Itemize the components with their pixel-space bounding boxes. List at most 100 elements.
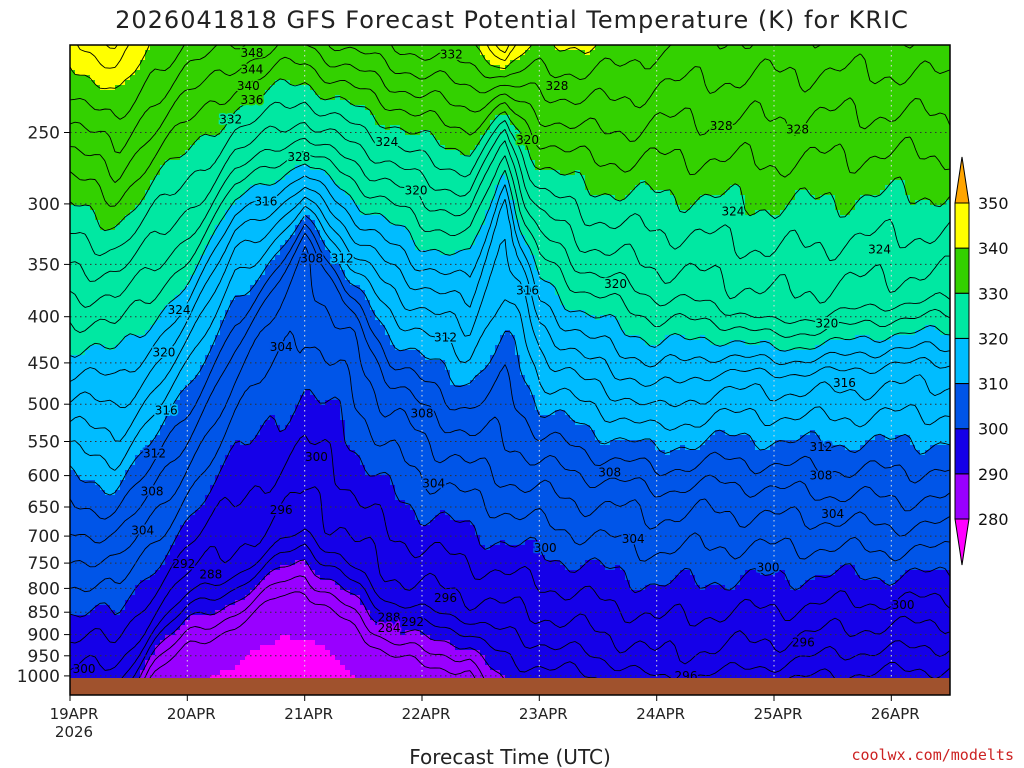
chart-title: 2026041818 GFS Forecast Potential Temper… [115, 6, 909, 34]
theta-cell [390, 55, 396, 61]
theta-cell [880, 100, 886, 106]
theta-cell [850, 90, 856, 96]
theta-cell [530, 85, 536, 91]
theta-cell [725, 60, 731, 66]
theta-cell [685, 60, 691, 66]
theta-cell [360, 75, 366, 81]
theta-cell [530, 55, 536, 61]
theta-cell [645, 75, 651, 81]
theta-cell [910, 55, 916, 61]
theta-cell [390, 60, 396, 66]
theta-cell [685, 100, 691, 106]
theta-cell [845, 75, 851, 81]
theta-cell [375, 85, 381, 91]
theta-cell [115, 70, 121, 76]
theta-cell [660, 65, 666, 71]
theta-cell [395, 65, 401, 71]
theta-cell [720, 50, 726, 56]
theta-cell [225, 50, 231, 56]
theta-cell [210, 65, 216, 71]
theta-cell [615, 90, 621, 96]
theta-cell [685, 55, 691, 61]
theta-cell [710, 45, 716, 51]
theta-cell [815, 65, 821, 71]
theta-cell [640, 45, 646, 51]
theta-cell [720, 75, 726, 81]
theta-cell [800, 100, 806, 106]
theta-cell [390, 90, 396, 96]
theta-cell [200, 95, 206, 101]
theta-cell [670, 55, 676, 61]
theta-cell [570, 50, 576, 56]
theta-cell [700, 100, 706, 106]
theta-cell [605, 80, 611, 86]
theta-cell [605, 70, 611, 76]
theta-cell [165, 100, 171, 106]
theta-cell [100, 45, 106, 51]
theta-cell [105, 75, 111, 81]
theta-cell [150, 85, 156, 91]
theta-cell [140, 105, 146, 111]
theta-cell [940, 80, 946, 86]
theta-cell [780, 55, 786, 61]
theta-cell [885, 50, 891, 56]
theta-cell [390, 100, 396, 106]
theta-cell [590, 80, 596, 86]
theta-cell [695, 100, 701, 106]
theta-cell [835, 45, 841, 51]
theta-cell [465, 50, 471, 56]
theta-cell [670, 85, 676, 91]
theta-cell [95, 95, 101, 101]
theta-cell [705, 55, 711, 61]
theta-cell [360, 65, 366, 71]
theta-cell [590, 55, 596, 61]
theta-cell [845, 100, 851, 106]
theta-cell [110, 80, 116, 86]
theta-cell [625, 70, 631, 76]
theta-cell [865, 55, 871, 61]
theta-cell [735, 100, 741, 106]
theta-cell [375, 80, 381, 86]
theta-cell [295, 50, 301, 56]
theta-cell [125, 70, 131, 76]
theta-cell [370, 100, 376, 106]
theta-cell [270, 90, 276, 96]
theta-cell [130, 90, 136, 96]
theta-cell [340, 75, 346, 81]
theta-cell [605, 60, 611, 66]
theta-cell [215, 90, 221, 96]
theta-cell [420, 100, 426, 106]
theta-cell [855, 70, 861, 76]
theta-cell [655, 45, 661, 51]
theta-cell [370, 45, 376, 51]
theta-cell [130, 95, 136, 101]
theta-cell [530, 75, 536, 81]
theta-cell [460, 90, 466, 96]
theta-cell [930, 95, 936, 101]
theta-cell [815, 60, 821, 66]
theta-cell [900, 75, 906, 81]
theta-cell [780, 60, 786, 66]
theta-cell [770, 55, 776, 61]
theta-cell [125, 65, 131, 71]
theta-cell [290, 95, 296, 101]
theta-cell [580, 45, 586, 51]
theta-cell [440, 100, 446, 106]
theta-cell [155, 80, 161, 86]
theta-cell [335, 90, 341, 96]
theta-cell [130, 45, 136, 51]
theta-cell [935, 50, 941, 56]
theta-cell [415, 100, 421, 106]
theta-cell [485, 70, 491, 76]
theta-cell [575, 65, 581, 71]
theta-cell [880, 50, 886, 56]
theta-cell [170, 50, 176, 56]
theta-cell [280, 65, 286, 71]
theta-cell [850, 95, 856, 101]
theta-cell [85, 80, 91, 86]
theta-cell [610, 50, 616, 56]
theta-cell [850, 50, 856, 56]
theta-cell [680, 45, 686, 51]
theta-cell [165, 55, 171, 61]
theta-cell [125, 90, 131, 96]
